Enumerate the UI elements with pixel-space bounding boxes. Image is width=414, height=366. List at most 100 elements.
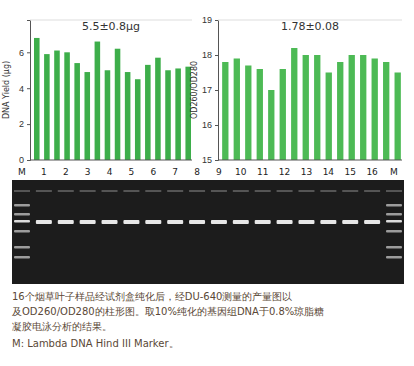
bar: [84, 72, 90, 160]
lane-label: 12: [279, 167, 290, 177]
gel-band: [80, 220, 96, 224]
x-axis: [218, 160, 402, 161]
y-tick-mark: [215, 160, 218, 161]
bar: [74, 63, 80, 160]
bar: [145, 65, 151, 160]
gel-band: [14, 204, 30, 207]
bar: [234, 59, 240, 161]
bar: [175, 68, 181, 160]
y-tick-label: 4: [19, 84, 24, 94]
bar: [64, 52, 70, 160]
gel-well: [255, 190, 271, 192]
bar: [326, 73, 332, 161]
lane-label: 8: [194, 167, 200, 177]
bar: [54, 51, 60, 160]
bar: [268, 90, 274, 160]
bar: [280, 69, 286, 160]
caption-line: 凝胶电泳分析的结果。: [12, 321, 112, 332]
lane-label: 6: [150, 167, 156, 177]
bar: [135, 79, 141, 160]
bar: [303, 55, 309, 160]
chart: 02465.5±0.8μgDNA Yield (μg): [2, 20, 192, 165]
y-axis-title: OD260/OD280: [190, 61, 199, 119]
gel-band: [233, 220, 249, 224]
lane-label: 9: [216, 167, 222, 177]
gel-well: [211, 190, 227, 192]
gel-well: [80, 190, 96, 192]
y-tick-label: 0: [19, 155, 24, 165]
bar: [383, 62, 389, 160]
y-axis-line: [27, 21, 31, 161]
bar: [165, 70, 171, 160]
lane-label: 16: [366, 167, 378, 177]
gel-well: [386, 190, 402, 192]
bars: [222, 48, 401, 160]
bar: [245, 66, 251, 161]
y-tick: 16: [202, 120, 218, 130]
y-axis-title: DNA Yield (μg): [2, 61, 11, 119]
gel-well: [145, 190, 161, 192]
bar: [34, 38, 40, 160]
bar: [125, 72, 131, 160]
gel-band: [386, 213, 402, 216]
gel-band: [145, 220, 161, 224]
gel-well: [364, 190, 380, 192]
gel-well: [277, 190, 293, 192]
bar: [44, 54, 50, 160]
gel-band: [102, 220, 118, 224]
y-tick-label: 6: [19, 48, 24, 58]
gel-band: [189, 220, 205, 224]
bar: [349, 55, 355, 160]
gel-band: [211, 220, 227, 224]
caption-line: M: Lambda DNA Hind III Marker。: [12, 338, 179, 349]
bar: [155, 58, 161, 160]
lane-label: 11: [257, 167, 268, 177]
lane-label: 10: [235, 167, 247, 177]
gel-band: [36, 220, 52, 224]
y-axis: 1516171819: [202, 15, 219, 165]
chart: 15161718191.78±0.08OD260/OD280: [190, 15, 402, 165]
bar: [337, 62, 343, 160]
bar: [222, 62, 228, 160]
lane-label: 3: [85, 167, 91, 177]
y-axis: 0 2 4 6: [19, 21, 31, 166]
gel-band: [255, 220, 271, 224]
gel-well: [298, 190, 314, 192]
y-tick-label: 16: [202, 120, 212, 130]
y-tick-label: 19: [202, 15, 212, 25]
gel-well: [58, 190, 74, 192]
gel-band: [167, 220, 183, 224]
y-tick-mark: [27, 52, 30, 53]
caption-line: 16个烟草叶子样品经试剂盒纯化后，经DU-640测量的产量图以: [12, 291, 292, 302]
bar: [372, 59, 378, 161]
gel-band: [386, 220, 402, 223]
y-tick: 4: [19, 84, 30, 94]
caption: 16个烟草叶子样品经试剂盒纯化后，经DU-640测量的产量图以及OD260/OD…: [12, 291, 324, 349]
lane-label: M: [390, 167, 398, 177]
gel-band: [277, 220, 293, 224]
gel-band: [14, 230, 30, 233]
y-axis-line: [215, 21, 219, 161]
gel-band: [58, 220, 74, 224]
bars: [34, 38, 191, 160]
bar: [314, 55, 320, 160]
bar: [360, 55, 366, 160]
y-tick: 2: [19, 119, 30, 129]
y-tick-mark: [215, 20, 218, 21]
figure: 02465.5±0.8μgDNA Yield (μg)15161718191.7…: [0, 0, 414, 366]
gel-background: [12, 180, 404, 284]
y-tick: 17: [202, 85, 218, 95]
y-tick-mark: [215, 90, 218, 91]
gel-band: [342, 220, 358, 224]
gel-band: [320, 220, 336, 224]
gel-well: [123, 190, 139, 192]
gel-well: [36, 190, 52, 192]
lane-label: M: [18, 167, 26, 177]
gel-well: [233, 190, 249, 192]
lane-label: 14: [323, 167, 335, 177]
lane-label: 13: [301, 167, 312, 177]
gel-well: [342, 190, 358, 192]
bar: [395, 73, 401, 161]
gel-band: [364, 220, 380, 224]
x-axis-line: [30, 160, 192, 161]
